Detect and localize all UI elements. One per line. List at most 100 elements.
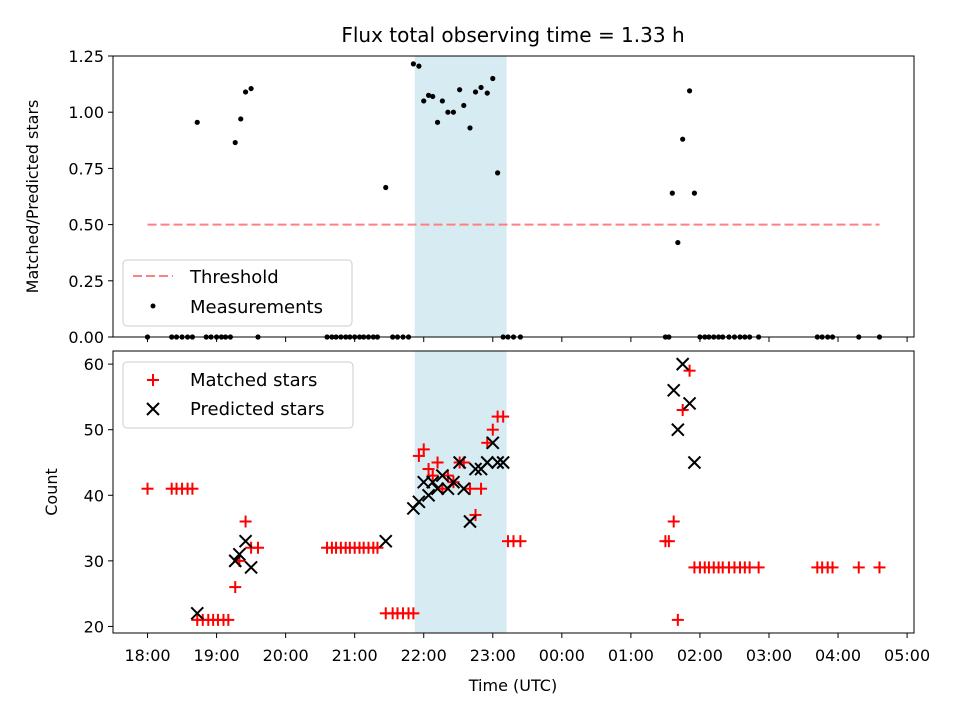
measurement-point bbox=[242, 89, 249, 95]
matched-star-point bbox=[431, 456, 444, 469]
measurement-point bbox=[680, 136, 686, 142]
predicted-star-point bbox=[687, 455, 702, 470]
ratio-y-tick-label: 1.25 bbox=[68, 47, 104, 66]
predicted-star-point bbox=[435, 468, 450, 483]
measurement-point bbox=[410, 61, 416, 67]
matched-star-point bbox=[667, 515, 680, 528]
count-x-tick-label: 18:00 bbox=[124, 646, 170, 665]
count-plot-frame bbox=[112, 350, 915, 634]
predicted-star-point bbox=[421, 488, 436, 502]
measurement-point bbox=[248, 85, 254, 92]
predicted-star-point bbox=[671, 422, 685, 437]
predicted-star-point bbox=[426, 475, 440, 489]
count-x-tick-label: 19:00 bbox=[194, 646, 240, 665]
ratio-y-label: Matched/Predicted stars bbox=[23, 100, 42, 294]
ratio-y-tick-label: 0.75 bbox=[68, 159, 104, 178]
matched-star-point bbox=[417, 443, 430, 456]
predicted-star-point bbox=[463, 514, 477, 529]
matched-star-point bbox=[141, 482, 154, 495]
predicted-stars-points bbox=[190, 357, 702, 621]
matched-star-point bbox=[662, 535, 675, 548]
count-x-tick-label: 03:00 bbox=[746, 646, 792, 665]
matched-star-point bbox=[186, 482, 199, 495]
count-x-label: Time (UTC) bbox=[468, 676, 557, 695]
matched-star-point bbox=[412, 449, 425, 462]
count-y-tick-label: 40 bbox=[84, 486, 104, 505]
matched-star-point bbox=[497, 410, 510, 423]
matched-star-point bbox=[229, 581, 242, 594]
measurement-point bbox=[445, 109, 451, 115]
matched-star-point bbox=[441, 469, 454, 482]
matched-star-point bbox=[671, 613, 684, 626]
measurement-point bbox=[383, 184, 389, 191]
measurement-point bbox=[416, 63, 422, 69]
count-x-tick-label: 02:00 bbox=[677, 646, 723, 665]
measurement-point bbox=[457, 87, 463, 93]
legend-measurements-swatch bbox=[150, 303, 156, 309]
measurement-point bbox=[472, 89, 479, 95]
legend-measurements-label: Measurements bbox=[190, 297, 323, 318]
legend-threshold-label: Threshold bbox=[189, 267, 279, 288]
count-y-axis: 20 30 40 50 60 bbox=[84, 355, 113, 636]
predicted-star-point bbox=[190, 606, 204, 621]
measurement-point bbox=[439, 98, 445, 104]
matched-star-point bbox=[481, 436, 494, 449]
matched-star-point bbox=[826, 561, 839, 574]
matched-star-point bbox=[426, 469, 439, 482]
predicted-star-point bbox=[496, 455, 510, 470]
matched-star-point bbox=[371, 541, 384, 554]
measurement-point bbox=[430, 93, 436, 100]
matched-star-point bbox=[486, 423, 499, 436]
count-x-tick-label: 21:00 bbox=[332, 646, 378, 665]
ratio-plot-frame bbox=[112, 55, 915, 338]
measurement-point bbox=[478, 84, 484, 91]
legend-predicted-swatch bbox=[146, 402, 160, 416]
measurement-point bbox=[467, 125, 473, 131]
measurement-point bbox=[495, 170, 501, 176]
count-x-axis: 18:00 19:00 20:00 21:00 22:00 23:00 00:00 01:00… bbox=[124, 633, 930, 665]
ratio-y-tick-label: 1.00 bbox=[68, 103, 104, 122]
legend-matched-label: Matched stars bbox=[190, 370, 317, 391]
matched-star-point bbox=[469, 508, 482, 521]
predicted-star-point bbox=[238, 534, 253, 548]
chart-title: Flux total observing time = 1.33 h bbox=[341, 23, 684, 47]
ratio-y-tick-label: 0.00 bbox=[68, 328, 104, 347]
matched-star-point bbox=[683, 364, 696, 377]
count-panel: 20 30 40 50 60 18:00 19:00 20:00 21:00 22:00 23:0… bbox=[42, 350, 930, 695]
matched-star-point bbox=[852, 561, 865, 574]
matched-star-point bbox=[752, 561, 765, 574]
legend-matched-swatch bbox=[147, 374, 159, 386]
predicted-star-point bbox=[682, 396, 697, 411]
measurement-point bbox=[238, 116, 244, 122]
matched-star-point bbox=[475, 482, 488, 495]
ratio-y-tick-label: 0.50 bbox=[68, 216, 104, 235]
count-x-tick-label: 05:00 bbox=[884, 646, 930, 665]
count-x-tick-label: 23:00 bbox=[470, 646, 516, 665]
count-x-tick-label: 20:00 bbox=[263, 646, 309, 665]
predicted-star-point bbox=[675, 357, 690, 371]
predicted-star-point bbox=[232, 547, 247, 562]
measurement-point bbox=[425, 92, 432, 98]
matched-star-point bbox=[407, 607, 420, 620]
legend-predicted-label: Predicted stars bbox=[190, 399, 324, 420]
measurement-point bbox=[450, 109, 457, 115]
ratio-legend: Threshold Measurements bbox=[122, 259, 353, 327]
matched-star-point bbox=[873, 561, 886, 574]
measurement-point bbox=[232, 139, 238, 146]
ratio-y-axis: 0.00 0.25 0.50 0.75 1.00 1.25 bbox=[68, 47, 113, 347]
measurement-point bbox=[194, 119, 200, 125]
matched-star-point bbox=[222, 613, 235, 626]
measurement-point bbox=[686, 88, 693, 94]
predicted-star-point bbox=[379, 534, 393, 548]
matched-star-point bbox=[252, 541, 265, 554]
matched-star-point bbox=[422, 463, 435, 476]
count-x-tick-label: 00:00 bbox=[539, 646, 585, 665]
matched-star-point bbox=[676, 404, 689, 417]
count-y-tick-label: 60 bbox=[84, 355, 104, 374]
matched-star-point bbox=[514, 535, 527, 548]
matched-star-point bbox=[239, 515, 252, 528]
predicted-star-point bbox=[486, 436, 500, 450]
count-y-label: Count bbox=[42, 468, 61, 516]
count-legend: Matched stars Predicted stars bbox=[122, 361, 354, 429]
